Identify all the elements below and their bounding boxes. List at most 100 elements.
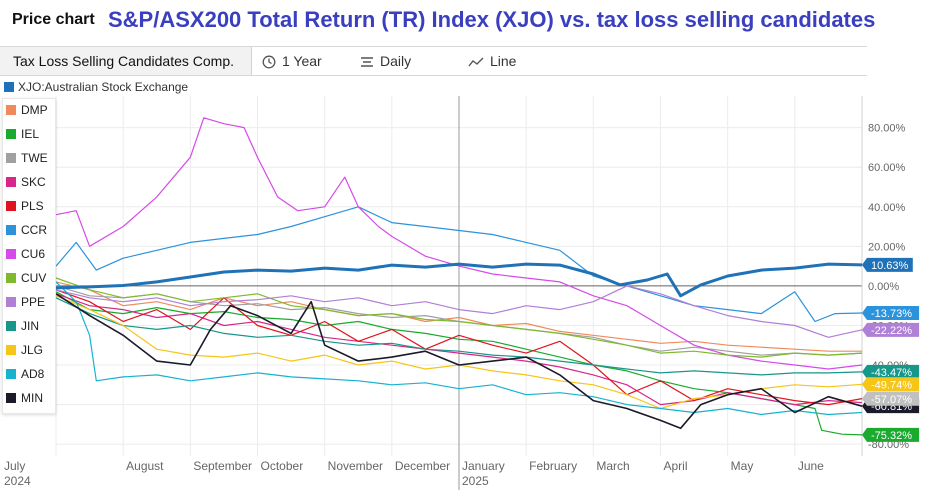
x-tick-label: July	[4, 459, 25, 473]
legend-item-label: MIN	[21, 391, 43, 405]
y-tick-label: 20.00%	[868, 241, 906, 253]
header: Price chart S&P/ASX200 Total Return (TR)…	[0, 0, 930, 44]
legend-item-cu6[interactable]: CU6	[6, 247, 45, 261]
legend-item-twe[interactable]: TWE	[6, 151, 48, 165]
end-label-text: -75.32%	[871, 430, 912, 442]
comparison-selector[interactable]: Tax Loss Selling Candidates Comp.	[0, 47, 252, 75]
legend-swatch	[6, 105, 16, 115]
end-value-label: -57.07%	[862, 391, 920, 406]
legend-swatch	[6, 249, 16, 259]
legend-swatch	[6, 273, 16, 283]
x-tick-sublabel: 2024	[4, 474, 31, 488]
legend-item-dmp[interactable]: DMP	[6, 103, 48, 117]
legend-item-ad8[interactable]: AD8	[6, 367, 44, 381]
legend-item-label: PPE	[21, 295, 46, 309]
legend-item-skc[interactable]: SKC	[6, 175, 46, 189]
end-label-bg	[862, 257, 913, 272]
end-value-label: -13.73%	[862, 306, 920, 321]
legend-swatch	[6, 201, 16, 211]
x-tick-label: June	[798, 459, 824, 473]
x-tick-label: May	[731, 459, 754, 473]
end-label-bg	[862, 377, 920, 392]
chart-title: S&P/ASX200 Total Return (TR) Index (XJO)…	[108, 7, 876, 32]
legend-item-label: IEL	[21, 127, 40, 141]
y-tick-label: 80.00%	[868, 123, 906, 135]
line-chart-icon	[468, 57, 484, 67]
x-tick-label: April	[664, 459, 688, 473]
interval-selector[interactable]: Daily	[360, 47, 411, 75]
interval-label: Daily	[380, 53, 412, 69]
end-label-text: -22.22%	[871, 325, 912, 337]
legend-item-label: DMP	[21, 103, 48, 117]
end-label-bg	[862, 306, 920, 321]
legend-item-cuv[interactable]: CUV	[6, 271, 46, 285]
series-line-skc	[55, 293, 863, 406]
series-legend: DMP IEL TWE SKC PLS CCR CU6 CUV PPE JIN JLG AD8 MIN	[2, 98, 56, 414]
legend-xjo[interactable]: XJO:Australian Stock Exchange	[4, 80, 188, 94]
series-line-cu6	[55, 117, 863, 370]
end-label-bg	[862, 322, 920, 337]
legend-item-jin[interactable]: JIN	[6, 319, 39, 333]
y-tick-label: 60.00%	[868, 162, 906, 174]
style-label: Line	[490, 53, 517, 69]
series-line-min	[55, 293, 863, 430]
legend-swatch	[6, 153, 16, 163]
chart-toolbar: Tax Loss Selling Candidates Comp. 1 Year…	[0, 46, 867, 76]
legend-item-label: CUV	[21, 271, 47, 285]
end-value-label: -43.47%	[862, 364, 920, 379]
legend-item-pls[interactable]: PLS	[6, 199, 44, 213]
range-label: 1 Year	[282, 53, 322, 69]
x-tick-label: August	[126, 459, 164, 473]
legend-item-ccr[interactable]: CCR	[6, 223, 47, 237]
x-tick-label: September	[193, 459, 252, 473]
legend-item-label: JLG	[21, 343, 44, 357]
x-tick-label: January	[462, 459, 505, 473]
series-line-ccr	[55, 206, 863, 323]
legend-item-label: AD8	[21, 367, 45, 381]
end-label-bg	[862, 391, 920, 406]
legend-item-iel[interactable]: IEL	[6, 127, 39, 141]
legend-swatch	[6, 297, 16, 307]
series-line-cuv	[55, 277, 863, 358]
legend-xjo-label: XJO:Australian Stock Exchange	[18, 80, 189, 94]
x-tick-label: November	[328, 459, 383, 473]
series-line-pls	[55, 289, 863, 406]
legend-swatch	[6, 345, 16, 355]
legend-item-label: PLS	[21, 199, 44, 213]
end-label-bg	[862, 427, 920, 442]
end-label-text: -49.74%	[871, 379, 912, 391]
legend-item-min[interactable]: MIN	[6, 391, 43, 405]
x-tick-label: March	[596, 459, 629, 473]
legend-swatch	[4, 82, 14, 92]
interval-icon	[361, 57, 373, 67]
legend-item-label: SKC	[21, 175, 46, 189]
end-label-text: 10.63%	[871, 260, 909, 272]
series-line-dmp	[55, 281, 862, 352]
series-line-jin	[55, 297, 863, 376]
end-label-text: -13.73%	[871, 308, 912, 320]
end-label-bg	[862, 364, 920, 379]
legend-swatch	[6, 177, 16, 187]
legend-item-label: TWE	[21, 151, 48, 165]
legend-swatch	[6, 225, 16, 235]
y-tick-label: 0.00%	[868, 281, 899, 293]
end-value-label: -49.74%	[862, 377, 920, 392]
y-tick-label: 40.00%	[868, 202, 906, 214]
x-tick-label: December	[395, 459, 450, 473]
legend-item-ppe[interactable]: PPE	[6, 295, 45, 309]
x-tick-label: October	[261, 459, 304, 473]
end-value-label: -22.22%	[862, 322, 920, 337]
clock-icon	[262, 55, 276, 69]
series-line-xjo	[55, 262, 863, 298]
legend-item-label: CCR	[21, 223, 47, 237]
style-selector[interactable]: Line	[468, 47, 516, 75]
x-tick-label: February	[529, 459, 577, 473]
legend-item-label: JIN	[21, 319, 39, 333]
legend-swatch	[6, 129, 16, 139]
legend-item-jlg[interactable]: JLG	[6, 343, 43, 357]
price-chart-label: Price chart	[12, 11, 95, 28]
legend-swatch	[6, 369, 16, 379]
range-selector[interactable]: 1 Year	[262, 47, 322, 75]
end-label-text: -43.47%	[871, 367, 912, 379]
